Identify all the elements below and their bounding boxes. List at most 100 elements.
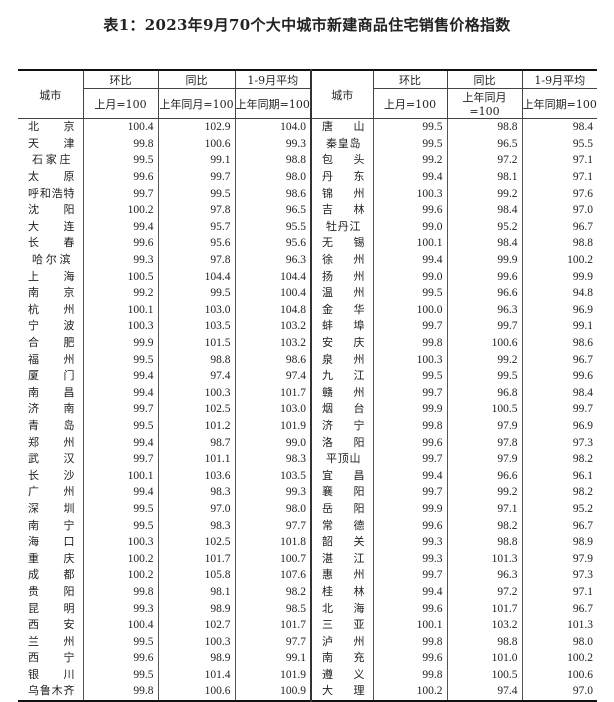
avg-value: 99.1 (521, 318, 597, 335)
city-label: 泉州 (322, 352, 365, 366)
yoy-value: 96.6 (446, 467, 522, 485)
city-name: 温州 (310, 284, 373, 302)
table-row: 长沙 100.1 103.6 103.5 宜昌 99.4 96.6 96.1 (18, 467, 597, 485)
avg-value: 98.8 (521, 235, 597, 252)
city-label: 青岛 (28, 418, 75, 432)
city-label: 长沙 (28, 468, 75, 482)
avg-value: 100.2 (521, 251, 597, 269)
avg-value: 96.1 (521, 467, 597, 485)
table-row: 武汉 99.7 101.1 98.3 平顶山 99.7 97.9 98.2 (18, 450, 597, 468)
avg-value: 100.4 (234, 284, 311, 302)
avg-value: 96.7 (521, 600, 597, 617)
avg-value: 104.4 (234, 268, 311, 285)
city-label: 厦门 (28, 369, 75, 383)
header-yoy-base: 上年同月=100 (446, 88, 523, 119)
header-mom-base: 上月=100 (83, 88, 159, 119)
yoy-value: 99.5 (446, 367, 522, 385)
yoy-value: 99.6 (446, 268, 522, 285)
mom-value: 100.2 (372, 683, 447, 701)
city-label: 牡丹江 (326, 219, 361, 233)
mom-value: 99.3 (82, 251, 158, 269)
city-name: 岳阳 (310, 500, 373, 518)
yoy-value: 102.9 (157, 118, 235, 136)
mom-value: 99.4 (82, 367, 158, 385)
city-label: 哈尔滨 (32, 253, 71, 267)
city-label: 石家庄 (32, 153, 71, 167)
avg-value: 103.2 (234, 318, 311, 335)
avg-value: 97.9 (521, 550, 597, 568)
yoy-value: 98.9 (157, 600, 235, 617)
city-label: 太原 (28, 170, 75, 184)
table-row: 杭州 100.1 103.0 104.8 金华 100.0 96.3 96.9 (18, 301, 597, 319)
avg-value: 101.8 (234, 533, 311, 551)
city-name: 泉州 (310, 351, 373, 368)
mom-value: 99.8 (82, 683, 158, 701)
city-name: 惠州 (310, 567, 373, 584)
city-label: 上海 (28, 269, 75, 283)
city-label: 海口 (28, 535, 75, 549)
avg-value: 96.3 (234, 251, 311, 269)
yoy-value: 98.8 (446, 633, 522, 650)
yoy-value: 97.9 (446, 450, 522, 468)
mom-value: 99.6 (372, 600, 447, 617)
mom-value: 99.5 (82, 500, 158, 518)
city-name: 扬州 (310, 268, 373, 285)
yoy-value: 101.3 (446, 550, 522, 568)
mom-value: 99.5 (372, 284, 447, 302)
avg-value: 98.6 (234, 185, 311, 202)
table-body: 北京 100.4 102.9 104.0 唐山 99.5 98.8 98.4 天津 99.8 100… (18, 118, 597, 701)
yoy-value: 98.8 (157, 351, 235, 368)
mom-value: 99.5 (82, 517, 158, 534)
city-label: 吉林 (322, 203, 365, 217)
table-row: 上海 100.5 104.4 104.4 扬州 99.0 99.6 99.9 (18, 268, 597, 285)
mom-value: 100.3 (82, 318, 158, 335)
avg-value: 96.7 (521, 351, 597, 368)
avg-value: 95.5 (521, 135, 597, 153)
city-label: 贵阳 (28, 584, 75, 598)
avg-value: 97.0 (521, 201, 597, 219)
yoy-value: 99.7 (157, 168, 235, 186)
yoy-value: 102.7 (157, 616, 235, 634)
yoy-value: 99.2 (446, 351, 522, 368)
avg-value: 97.3 (521, 567, 597, 584)
mom-value: 99.7 (372, 384, 447, 402)
table-row: 大连 99.4 95.7 95.5 牡丹江 99.0 95.2 96.7 (18, 218, 597, 236)
avg-value: 97.1 (521, 168, 597, 186)
city-label: 武汉 (28, 452, 75, 466)
yoy-value: 101.2 (157, 417, 235, 435)
city-label: 深圳 (28, 501, 75, 515)
table-row: 海口 100.3 102.5 101.8 韶关 99.3 98.8 98.9 (18, 533, 597, 551)
table-row: 西宁 99.6 98.9 99.1 南充 99.6 101.0 100.2 (18, 650, 597, 667)
city-label: 宜昌 (322, 468, 365, 482)
city-label: 金华 (322, 302, 365, 316)
table-row: 宁波 100.3 103.5 103.2 蚌埠 99.7 99.7 99.1 (18, 318, 597, 335)
city-label: 重庆 (28, 551, 75, 565)
yoy-value: 97.1 (446, 500, 522, 518)
avg-value: 97.7 (234, 517, 311, 534)
city-label: 南充 (322, 651, 365, 665)
city-name: 西宁 (18, 650, 83, 667)
city-name: 吉林 (310, 201, 373, 219)
city-name: 呼和浩特 (18, 185, 83, 202)
mom-value: 99.7 (372, 450, 447, 468)
yoy-value: 100.3 (157, 633, 235, 650)
mom-value: 99.7 (372, 484, 447, 501)
mom-value: 100.1 (372, 616, 447, 634)
avg-value: 98.3 (234, 450, 311, 468)
mom-value: 100.2 (82, 201, 158, 219)
city-label: 扬州 (322, 269, 365, 283)
city-name: 兰州 (18, 633, 83, 650)
city-name: 济南 (18, 401, 83, 418)
yoy-value: 101.1 (157, 450, 235, 468)
city-name: 无锡 (310, 235, 373, 252)
city-label: 乌鲁木齐 (28, 684, 75, 698)
city-name: 武汉 (18, 451, 83, 468)
avg-value: 103.5 (234, 467, 311, 485)
city-name: 石家庄 (18, 152, 83, 169)
mom-value: 99.8 (372, 633, 447, 650)
city-label: 南京 (28, 286, 75, 300)
mom-value: 100.1 (82, 301, 158, 319)
city-name: 遵义 (310, 666, 373, 684)
table-row: 呼和浩特 99.7 99.5 98.6 锦州 100.3 99.2 97.6 (18, 185, 597, 202)
city-name: 襄阳 (310, 484, 373, 501)
